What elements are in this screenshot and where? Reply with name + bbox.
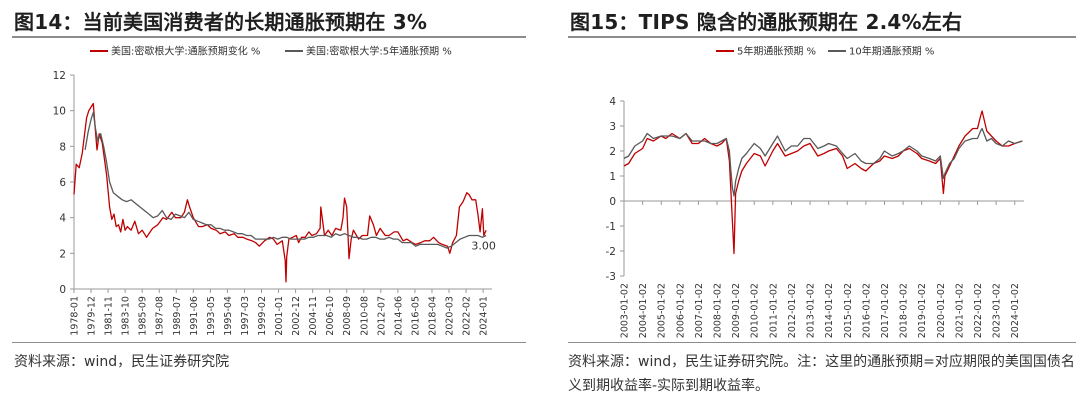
x-tick-label: 1981-11: [104, 296, 115, 336]
y-tick-label: 8: [59, 141, 66, 153]
x-tick-label: 2016-01-02: [861, 283, 872, 338]
x-tick-label: 2005-01-02: [657, 283, 668, 338]
y-tick-label: 4: [609, 96, 616, 108]
x-tick-label: 1997-03: [240, 296, 251, 336]
y-tick-label: 1: [609, 171, 616, 183]
x-tick-label: 2008-01-02: [713, 283, 724, 338]
x-tick-label: 1979-12: [87, 296, 98, 336]
x-tick-label: 2017-01-02: [880, 283, 891, 338]
x-tick-label: 2011-01-02: [768, 283, 779, 338]
x-tick-label: 1991-06: [189, 296, 200, 336]
title-rule: [12, 36, 526, 38]
x-tick-label: 2004-01-02: [638, 283, 649, 338]
y-tick-label: -1: [606, 221, 616, 233]
x-tick-label: 2012-07: [376, 296, 387, 336]
figure15-title: 图15：TIPS 隐含的通胀预期在 2.4%左右: [570, 10, 963, 34]
x-tick-label: 2022-01-02: [973, 283, 984, 338]
y-tick-label: 10: [53, 106, 66, 118]
x-tick-label: 2022-02: [462, 296, 473, 336]
x-tick-label: 1978-01: [70, 296, 81, 336]
x-tick-label: 2018-04: [427, 296, 438, 336]
y-tick-label: 6: [59, 177, 66, 189]
x-tick-label: 2008-09: [342, 296, 353, 336]
figure14-source: 资料来源：wind，民生证券研究院: [14, 354, 230, 370]
x-tick-label: 1989-07: [172, 296, 183, 336]
x-tick-label: 2004-11: [308, 296, 319, 336]
x-tick-label: 2020-01-02: [936, 283, 947, 338]
y-tick-label: 2: [609, 146, 616, 158]
x-tick-label: 2020-03: [445, 296, 456, 336]
x-tick-label: 1995-04: [223, 296, 234, 336]
x-tick-label: 1993-05: [206, 296, 217, 336]
legend-label: 10年期通胀预期 %: [849, 45, 934, 58]
x-tick-label: 2014-06: [393, 296, 404, 336]
x-tick-label: 2019-01-02: [917, 283, 928, 338]
x-tick-label: 2009-01-02: [731, 283, 742, 338]
series-line-2: [623, 127, 1023, 197]
x-tick-label: 1987-08: [155, 296, 166, 336]
x-tick-label: 1983-10: [121, 296, 132, 336]
y-tick-label: 3: [609, 121, 616, 133]
x-tick-label: 2002-12: [291, 296, 302, 336]
x-tick-label: 1999-02: [257, 296, 268, 336]
series-line-1: [623, 110, 1023, 255]
legend-label: 美国:密歇根大学:5年通胀预期 %: [306, 45, 452, 58]
x-tick-label: 2012-01-02: [787, 283, 798, 338]
bottom-rule: [12, 342, 526, 343]
x-tick-label: 2010-01-02: [750, 283, 761, 338]
y-tick-label: -2: [606, 246, 616, 258]
x-tick-label: 2024-01: [479, 296, 490, 336]
y-tick-label: 0: [609, 196, 616, 208]
x-tick-label: 2003-01-02: [620, 283, 631, 338]
figure14-chart: 0 2 4 6 8 10 12 1978-01 1979-12 1981-11 1983-10 198…: [53, 45, 496, 336]
x-tick-label: 2015-01-02: [843, 283, 854, 338]
x-tick-label: 2024-01-02: [1010, 283, 1021, 338]
x-tick-label: 2023-01-02: [992, 283, 1003, 338]
figure14-panel: 图14：当前美国消费者的长期通胀预期在 3% 0 2 4 6 8 10 12 1978-01 1…: [0, 0, 530, 404]
figure14-title: 图14：当前美国消费者的长期通胀预期在 3%: [14, 10, 428, 34]
figure15-source: 资料来源：wind，民生证券研究院。注：这里的通胀预期=对应期限的美国国债名义到…: [568, 354, 1075, 394]
legend-label: 美国:密歇根大学:通胀预期变化 %: [111, 45, 260, 58]
x-tick-label: 2006-10: [325, 296, 336, 336]
x-tick-label: 2007-01-02: [694, 283, 705, 338]
x-tick-label: 1985-09: [138, 296, 149, 336]
figure15-panel: 图15：TIPS 隐含的通胀预期在 2.4%左右 -3 -2 -1 0 1 2 3 4 2003…: [556, 0, 1080, 404]
x-tick-label: 2006-01-02: [675, 283, 686, 338]
x-tick-label: 2010-08: [359, 296, 370, 336]
x-tick-label: 2013-01-02: [806, 283, 817, 338]
x-tick-label: 2021-01-02: [954, 283, 965, 338]
y-tick-label: 2: [59, 248, 66, 260]
x-tick-label: 2014-01-02: [824, 283, 835, 338]
y-tick-label: 4: [59, 213, 66, 225]
y-tick-label: 0: [59, 284, 66, 296]
legend-label: 5年期通胀预期 %: [737, 45, 816, 58]
series-line-1: [73, 102, 487, 283]
figure15-chart: -3 -2 -1 0 1 2 3 4 2003-01-02 2004-01-02 2005-01-0…: [606, 45, 1024, 338]
x-tick-label: 2001-01: [274, 296, 285, 336]
y-tick-label: -3: [606, 271, 616, 283]
x-tick-label: 2018-01-02: [899, 283, 910, 338]
title-rule: [568, 36, 1076, 38]
y-tick-label: 12: [53, 70, 66, 82]
series-line-2: [84, 111, 487, 249]
x-tick-label: 2016-05: [410, 296, 421, 336]
data-label: 3.00: [471, 240, 496, 253]
bottom-rule: [568, 342, 1076, 343]
